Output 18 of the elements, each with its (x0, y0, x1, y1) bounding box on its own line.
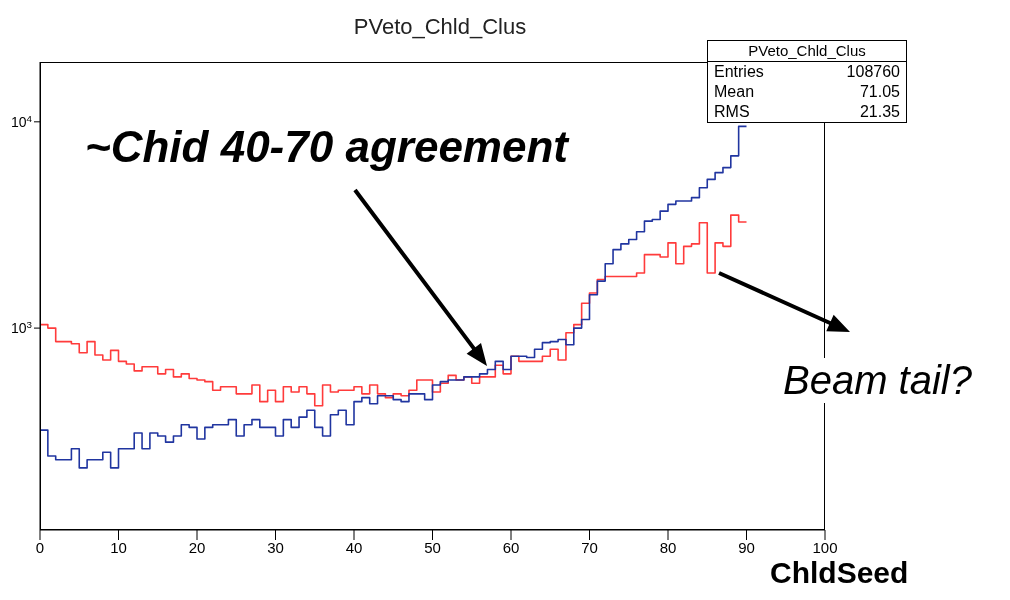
annotation: ~Chid 40-70 agreement (85, 122, 568, 172)
chart-title: PVeto_Chld_Clus (352, 14, 528, 40)
x-tick-label: 10 (110, 538, 127, 556)
y-tick-label: 10$^{3}$ (10, 318, 33, 337)
annotation: Beam tail? (783, 358, 972, 403)
x-tick-label: 0 (35, 538, 45, 556)
x-tick-label: 50 (424, 538, 441, 556)
x-tick-label: 80 (659, 538, 677, 556)
x-tick-label: 40 (345, 538, 363, 556)
x-tick-label: 100 (812, 538, 838, 556)
x-tick-label: 30 (267, 538, 284, 556)
stats-box: PVeto_Chld_Clus Entries 108760 Mean 71.05 RMS 21.35 (707, 40, 907, 123)
x-tick-label: 70 (581, 538, 598, 556)
y-tick-label: 10$^{4}$ (10, 112, 33, 130)
x-tick-label: 90 (738, 538, 755, 556)
x-tick-label: 20 (188, 538, 206, 556)
x-tick-label: 60 (502, 538, 520, 556)
x-axis-title: ChldSeed (770, 556, 909, 590)
